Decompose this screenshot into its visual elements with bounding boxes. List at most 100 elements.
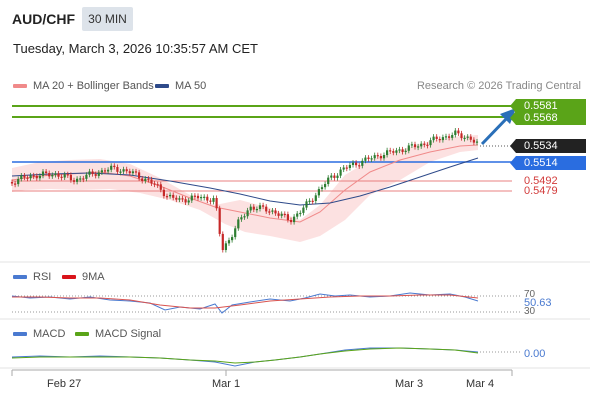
- candle-body: [103, 170, 107, 172]
- candle-body: [159, 184, 162, 190]
- candle-body: [472, 139, 475, 143]
- candle-body: [358, 165, 361, 167]
- candle-body: [209, 200, 212, 202]
- rsi-ma-swatch-icon: [62, 275, 76, 279]
- pivot-tag: 0.5514: [510, 156, 586, 170]
- candle-body: [417, 146, 420, 148]
- candle-body: [162, 189, 165, 197]
- candle-body: [169, 194, 172, 197]
- projection-arrow: [480, 115, 510, 146]
- rsi-value: 50.63: [524, 297, 552, 309]
- x-label-feb27: Feb 27: [47, 378, 82, 390]
- timeframe-badge[interactable]: 30 MIN: [82, 7, 133, 31]
- candle-body: [193, 195, 196, 197]
- candle-body: [255, 208, 258, 211]
- candle-body: [76, 178, 79, 182]
- candle-body: [48, 173, 51, 177]
- x-label-mar4: Mar 4: [466, 378, 495, 390]
- candle-body: [134, 171, 138, 173]
- legend-ma50-label: MA 50: [175, 80, 207, 92]
- macd-signal-swatch-icon: [75, 332, 89, 336]
- candle-body: [63, 174, 66, 178]
- candle-body: [45, 171, 48, 174]
- last-price-tag: 0.5534: [510, 139, 586, 153]
- candle-body: [203, 196, 206, 198]
- candle-body: [475, 141, 479, 143]
- candle-body: [370, 158, 373, 160]
- candle-body: [348, 165, 351, 168]
- candle-body: [41, 171, 45, 176]
- candle-body: [35, 175, 38, 179]
- legend-macd: MACD: [13, 328, 65, 340]
- candle-body: [351, 162, 355, 166]
- candle-body: [410, 144, 413, 146]
- resistance-1-value: 0.5568: [524, 112, 558, 124]
- candle-body: [382, 155, 386, 159]
- candle-body: [88, 171, 91, 175]
- pivot-value: 0.5514: [524, 157, 558, 169]
- legend-ma20: MA 20 + Bollinger Bands: [13, 80, 154, 92]
- legend-rsi-ma: 9MA: [62, 271, 105, 283]
- candle-body: [466, 136, 469, 138]
- candle-body: [141, 178, 144, 181]
- candle-body: [91, 171, 94, 175]
- candle-body: [72, 180, 76, 182]
- candle-body: [200, 197, 203, 199]
- candle-body: [196, 195, 200, 199]
- legend-macd-label: MACD: [33, 328, 66, 340]
- candle-body: [10, 182, 14, 184]
- support-2-value: 0.5479: [524, 185, 558, 197]
- candle-body: [181, 198, 184, 200]
- macd-signal-line: [11, 347, 479, 364]
- candle-body: [60, 176, 63, 178]
- candle-body: [218, 208, 221, 234]
- candle-body: [51, 174, 54, 177]
- candle-body: [122, 169, 125, 172]
- candle-body: [299, 212, 302, 215]
- candle-body: [420, 143, 423, 147]
- macd-value: 0.00: [524, 348, 546, 360]
- ma20-line: [11, 144, 479, 223]
- candle-body: [404, 150, 407, 152]
- rsi-swatch-icon: [13, 275, 27, 279]
- candle-body: [138, 172, 141, 179]
- candle-body: [54, 173, 57, 175]
- candle-body: [258, 205, 262, 209]
- candle-body: [392, 151, 395, 153]
- rsi-upper-label: 70: [524, 289, 536, 300]
- candle-body: [330, 175, 333, 178]
- legend-rsi-ma-label: 9MA: [82, 271, 105, 283]
- candle-body: [172, 194, 175, 198]
- resistance-2-value: 0.5581: [524, 100, 558, 112]
- candle-body: [144, 178, 147, 181]
- candle-body: [289, 219, 293, 223]
- candle-body: [395, 150, 398, 153]
- candle-body: [262, 205, 265, 207]
- candle-body: [128, 171, 131, 174]
- candle-body: [413, 144, 417, 148]
- candle-body: [29, 175, 32, 179]
- research-credit: Research © 2026 Trading Central: [416, 80, 581, 92]
- ma50-swatch-icon: [155, 84, 169, 88]
- candle-body: [271, 210, 274, 212]
- legend-macd-signal-label: MACD Signal: [95, 328, 162, 340]
- candle-body: [345, 167, 348, 169]
- candle-body: [364, 157, 367, 161]
- pair-title: AUD/CHF: [12, 11, 75, 27]
- candle-body: [438, 138, 441, 141]
- candle-body: [231, 237, 234, 241]
- last-price-value: 0.5534: [524, 140, 558, 152]
- candle-body: [215, 198, 218, 209]
- candle-body: [107, 169, 110, 172]
- legend-rsi-label: RSI: [33, 271, 52, 283]
- candle-body: [317, 189, 320, 196]
- x-label-mar3: Mar 3: [395, 378, 424, 390]
- candle-body: [429, 140, 432, 146]
- candle-body: [224, 243, 227, 251]
- candle-body: [432, 136, 435, 141]
- candle-body: [26, 177, 29, 179]
- candle-body: [435, 136, 438, 139]
- candle-body: [286, 214, 289, 220]
- candle-body: [110, 165, 113, 170]
- candle-body: [23, 175, 26, 178]
